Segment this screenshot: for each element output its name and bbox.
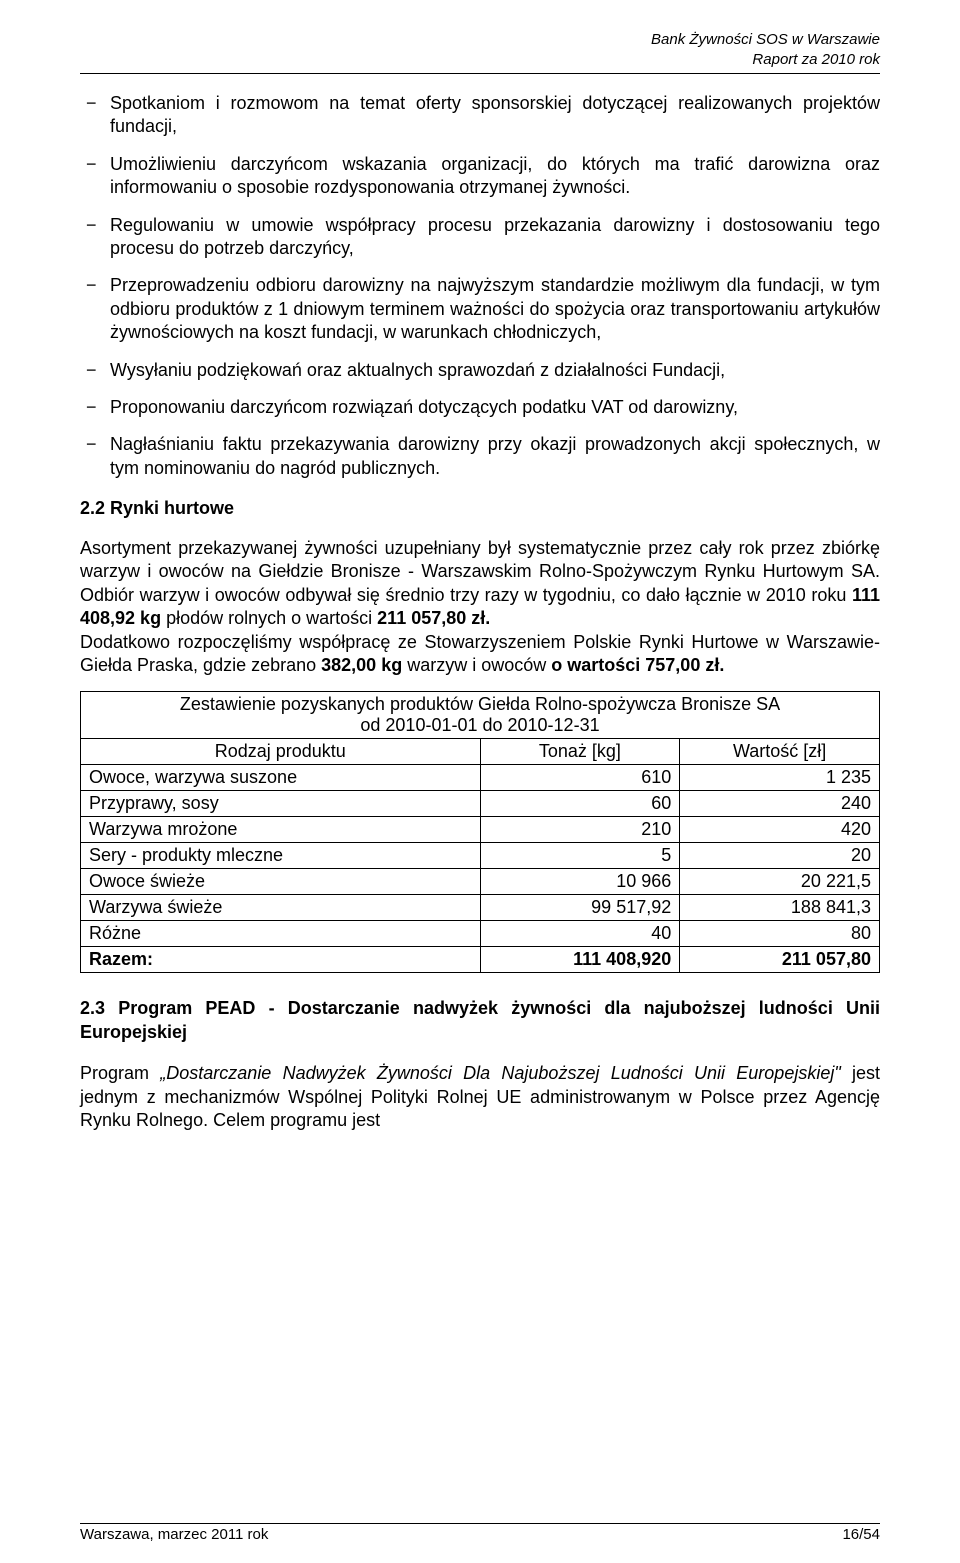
text-run: Program <box>80 1063 160 1083</box>
table-cell: Różne <box>81 921 481 947</box>
table-cell: 60 <box>480 791 680 817</box>
table-row: Warzywa mrożone 210 420 <box>81 817 880 843</box>
table-cell: 40 <box>480 921 680 947</box>
table-cell: 111 408,920 <box>480 947 680 973</box>
table-row: Owoce świeże 10 966 20 221,5 <box>81 869 880 895</box>
bullet-list: Spotkaniom i rozmowom na temat oferty sp… <box>80 92 880 480</box>
bullet-item: Proponowaniu darczyńcom rozwiązań dotycz… <box>80 396 880 419</box>
table-cell: Warzywa mrożone <box>81 817 481 843</box>
header-rule <box>80 73 880 74</box>
bullet-item: Umożliwieniu darczyńcom wskazania organi… <box>80 153 880 200</box>
text-run: warzyw i owoców <box>402 655 551 675</box>
text-italic: „Dostarczanie Nadwyżek Żywności Dla Naju… <box>160 1063 840 1083</box>
bullet-item: Regulowaniu w umowie współpracy procesu … <box>80 214 880 261</box>
bullet-item: Przeprowadzeniu odbioru darowizny na naj… <box>80 274 880 344</box>
table-cell: 211 057,80 <box>680 947 880 973</box>
table-cell: Owoce, warzywa suszone <box>81 765 481 791</box>
table-cell: 188 841,3 <box>680 895 880 921</box>
section-22-heading: 2.2 Rynki hurtowe <box>80 498 880 519</box>
table-cell: 80 <box>680 921 880 947</box>
table-row: Warzywa świeże 99 517,92 188 841,3 <box>81 895 880 921</box>
table-total-row: Razem: 111 408,920 211 057,80 <box>81 947 880 973</box>
header-line-2: Raport za 2010 rok <box>80 50 880 70</box>
table-cell: 1 235 <box>680 765 880 791</box>
table-cell: Przyprawy, sosy <box>81 791 481 817</box>
table-cell: 10 966 <box>480 869 680 895</box>
section-23-heading: 2.3 Program PEAD - Dostarczanie nadwyżek… <box>80 997 880 1044</box>
table-title-row: Zestawienie pozyskanych produktów Giełda… <box>81 692 880 739</box>
table-cell: 610 <box>480 765 680 791</box>
table-cell: 99 517,92 <box>480 895 680 921</box>
footer-right: 16/54 <box>842 1526 880 1543</box>
page-footer: Warszawa, marzec 2011 rok 16/54 <box>80 1526 880 1543</box>
table-row: Różne 40 80 <box>81 921 880 947</box>
table-cell: Warzywa świeże <box>81 895 481 921</box>
table-col-header: Tonaż [kg] <box>480 739 680 765</box>
products-table: Zestawienie pozyskanych produktów Giełda… <box>80 691 880 973</box>
bullet-item: Spotkaniom i rozmowom na temat oferty sp… <box>80 92 880 139</box>
bullet-item: Nagłaśnianiu faktu przekazywania darowiz… <box>80 433 880 480</box>
table-col-header: Rodzaj produktu <box>81 739 481 765</box>
text-bold: o wartości 757,00 zł. <box>551 655 724 675</box>
table-cell: Razem: <box>81 947 481 973</box>
footer-left: Warszawa, marzec 2011 rok <box>80 1526 268 1543</box>
footer-rule <box>80 1523 880 1524</box>
text-run: Asortyment przekazywanej żywności uzupeł… <box>80 538 880 605</box>
page-header: Bank Żywności SOS w Warszawie Raport za … <box>80 30 880 69</box>
text-run: płodów rolnych o wartości <box>161 608 377 628</box>
table-cell: 420 <box>680 817 880 843</box>
bullet-item: Wysyłaniu podziękowań oraz aktualnych sp… <box>80 359 880 382</box>
table-cell: 240 <box>680 791 880 817</box>
table-cell: 5 <box>480 843 680 869</box>
section-22-paragraph: Asortyment przekazywanej żywności uzupeł… <box>80 537 880 677</box>
table-row: Sery - produkty mleczne 5 20 <box>81 843 880 869</box>
table-row: Owoce, warzywa suszone 610 1 235 <box>81 765 880 791</box>
table-header-row: Rodzaj produktu Tonaż [kg] Wartość [zł] <box>81 739 880 765</box>
table-row: Przyprawy, sosy 60 240 <box>81 791 880 817</box>
table-col-header: Wartość [zł] <box>680 739 880 765</box>
table-cell: 20 221,5 <box>680 869 880 895</box>
table-cell: 20 <box>680 843 880 869</box>
text-bold: 382,00 kg <box>321 655 402 675</box>
text-bold: 211 057,80 zł. <box>377 608 490 628</box>
table-title: Zestawienie pozyskanych produktów Giełda… <box>81 692 880 739</box>
table-cell: 210 <box>480 817 680 843</box>
table-cell: Owoce świeże <box>81 869 481 895</box>
table-cell: Sery - produkty mleczne <box>81 843 481 869</box>
header-line-1: Bank Żywności SOS w Warszawie <box>80 30 880 50</box>
section-23-paragraph: Program „Dostarczanie Nadwyżek Żywności … <box>80 1062 880 1132</box>
